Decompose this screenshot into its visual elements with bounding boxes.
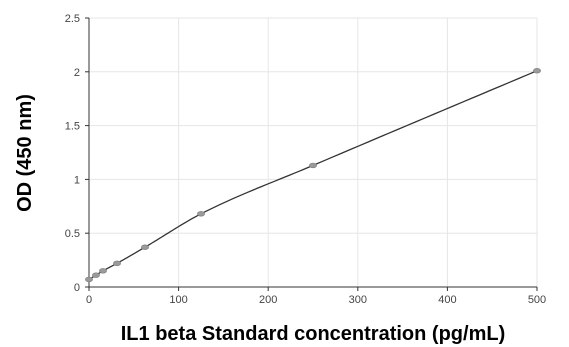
grid-lines <box>89 17 538 287</box>
y-tick-label: 1.5 <box>65 121 80 133</box>
data-point <box>99 268 107 274</box>
data-point <box>92 272 100 278</box>
x-tick-label: 0 <box>86 294 92 306</box>
data-point <box>85 276 93 283</box>
axes <box>88 18 537 288</box>
x-tick-label: 300 <box>349 294 367 306</box>
y-tick-label: 2 <box>74 67 80 79</box>
fitted-curve <box>88 70 538 281</box>
data-point <box>141 244 149 250</box>
data-points <box>85 68 541 283</box>
y-tick-label: 1 <box>74 174 80 186</box>
y-axis-title: OD (450 nm) <box>14 94 36 212</box>
x-tick-label: 400 <box>438 294 456 306</box>
x-tick-label: 200 <box>259 294 277 306</box>
y-tick-label: 2.5 <box>65 13 80 25</box>
x-ticks: 0 100 200 300 400 500 <box>86 287 546 306</box>
data-point <box>113 260 121 267</box>
y-tick-label: 0 <box>74 282 80 294</box>
x-axis-title: IL1 beta Standard concentration (pg/mL) <box>121 323 505 345</box>
x-tick-label: 100 <box>169 294 187 306</box>
data-point <box>533 68 541 74</box>
x-tick-label: 500 <box>528 294 546 306</box>
y-ticks: 0 0.5 1 1.5 2 2.5 <box>65 13 89 294</box>
data-point <box>309 162 317 169</box>
y-tick-label: 0.5 <box>65 228 80 240</box>
data-point <box>197 211 205 217</box>
